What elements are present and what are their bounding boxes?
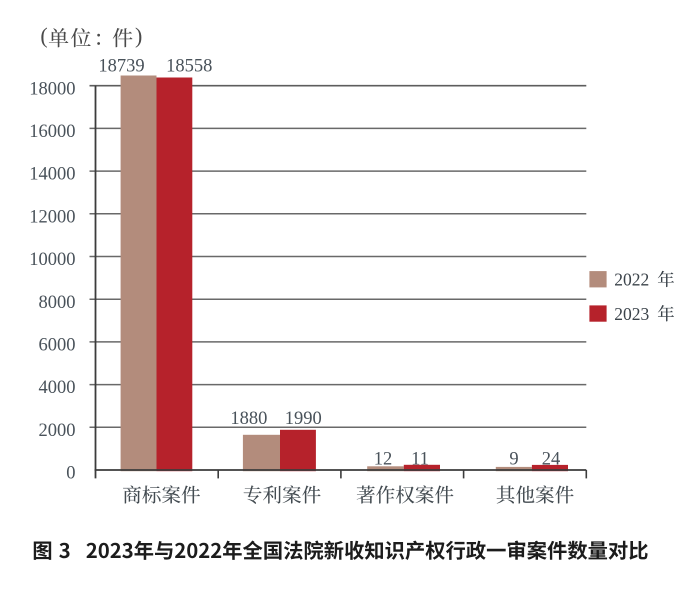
svg-text:11: 11 — [411, 449, 429, 469]
svg-text:12: 12 — [374, 449, 393, 469]
svg-text:18558: 18558 — [166, 57, 212, 77]
svg-text:12000: 12000 — [29, 207, 75, 227]
svg-text:0: 0 — [66, 464, 75, 484]
svg-text:9: 9 — [509, 449, 518, 469]
svg-text:10000: 10000 — [29, 250, 75, 270]
svg-text:18739: 18739 — [98, 57, 144, 77]
svg-text:14000: 14000 — [29, 165, 75, 185]
svg-text:16000: 16000 — [29, 122, 75, 142]
svg-text:1990: 1990 — [285, 409, 322, 429]
svg-text:6000: 6000 — [39, 336, 76, 356]
svg-text:(: ( — [40, 23, 47, 48]
svg-text:4000: 4000 — [39, 378, 76, 398]
svg-text:2000: 2000 — [39, 421, 76, 441]
svg-text:2022: 2022 — [614, 270, 649, 290]
svg-text:1880: 1880 — [230, 409, 267, 429]
svg-text:24: 24 — [542, 449, 561, 469]
svg-text:8000: 8000 — [39, 293, 76, 313]
svg-text:18000: 18000 — [29, 79, 75, 99]
svg-text:2023: 2023 — [614, 304, 649, 324]
svg-text:): ) — [135, 23, 142, 48]
